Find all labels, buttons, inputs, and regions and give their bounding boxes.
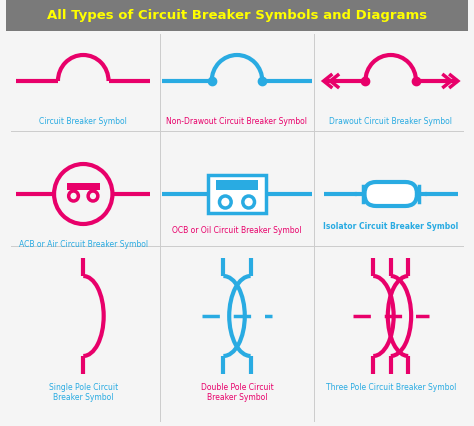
FancyBboxPatch shape: [216, 181, 258, 190]
Text: OCB or Oil Circuit Breaker Symbol: OCB or Oil Circuit Breaker Symbol: [172, 225, 302, 234]
Text: Isolator Circuit Breaker Symbol: Isolator Circuit Breaker Symbol: [323, 222, 458, 230]
FancyBboxPatch shape: [365, 183, 417, 207]
FancyBboxPatch shape: [208, 176, 266, 213]
FancyBboxPatch shape: [6, 0, 467, 32]
Text: Three Pole Circuit Breaker Symbol: Three Pole Circuit Breaker Symbol: [326, 382, 456, 391]
Text: Drawout Circuit Breaker Symbol: Drawout Circuit Breaker Symbol: [329, 117, 452, 126]
Text: Double Pole Circuit
Breaker Symbol: Double Pole Circuit Breaker Symbol: [201, 382, 273, 401]
Text: Single Pole Circuit
Breaker Symbol: Single Pole Circuit Breaker Symbol: [49, 382, 118, 401]
Text: All Types of Circuit Breaker Symbols and Diagrams: All Types of Circuit Breaker Symbols and…: [47, 9, 427, 23]
FancyBboxPatch shape: [67, 184, 100, 190]
Text: ACB or Air Circuit Breaker Symbol: ACB or Air Circuit Breaker Symbol: [18, 239, 148, 248]
Text: Circuit Breaker Symbol: Circuit Breaker Symbol: [39, 117, 127, 126]
Text: Non-Drawout Circuit Breaker Symbol: Non-Drawout Circuit Breaker Symbol: [166, 117, 308, 126]
